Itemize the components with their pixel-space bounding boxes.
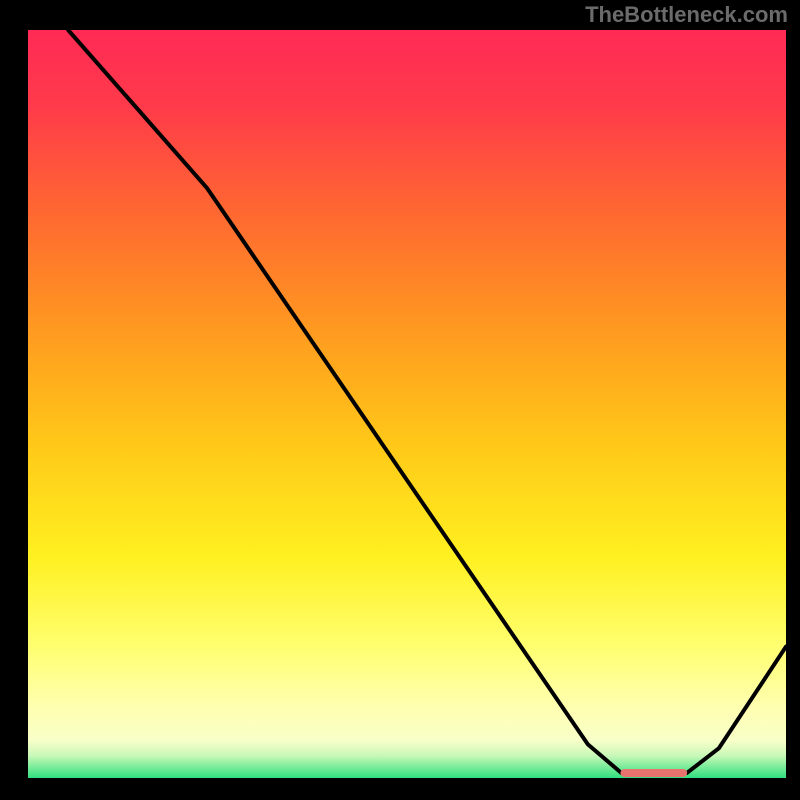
- curve-overlay: [24, 30, 786, 782]
- watermark-text: TheBottleneck.com: [585, 2, 788, 28]
- plot-area: [24, 30, 786, 782]
- chart-container: { "watermark": { "text": "TheBottleneck.…: [0, 0, 800, 800]
- bottleneck-curve: [68, 30, 786, 773]
